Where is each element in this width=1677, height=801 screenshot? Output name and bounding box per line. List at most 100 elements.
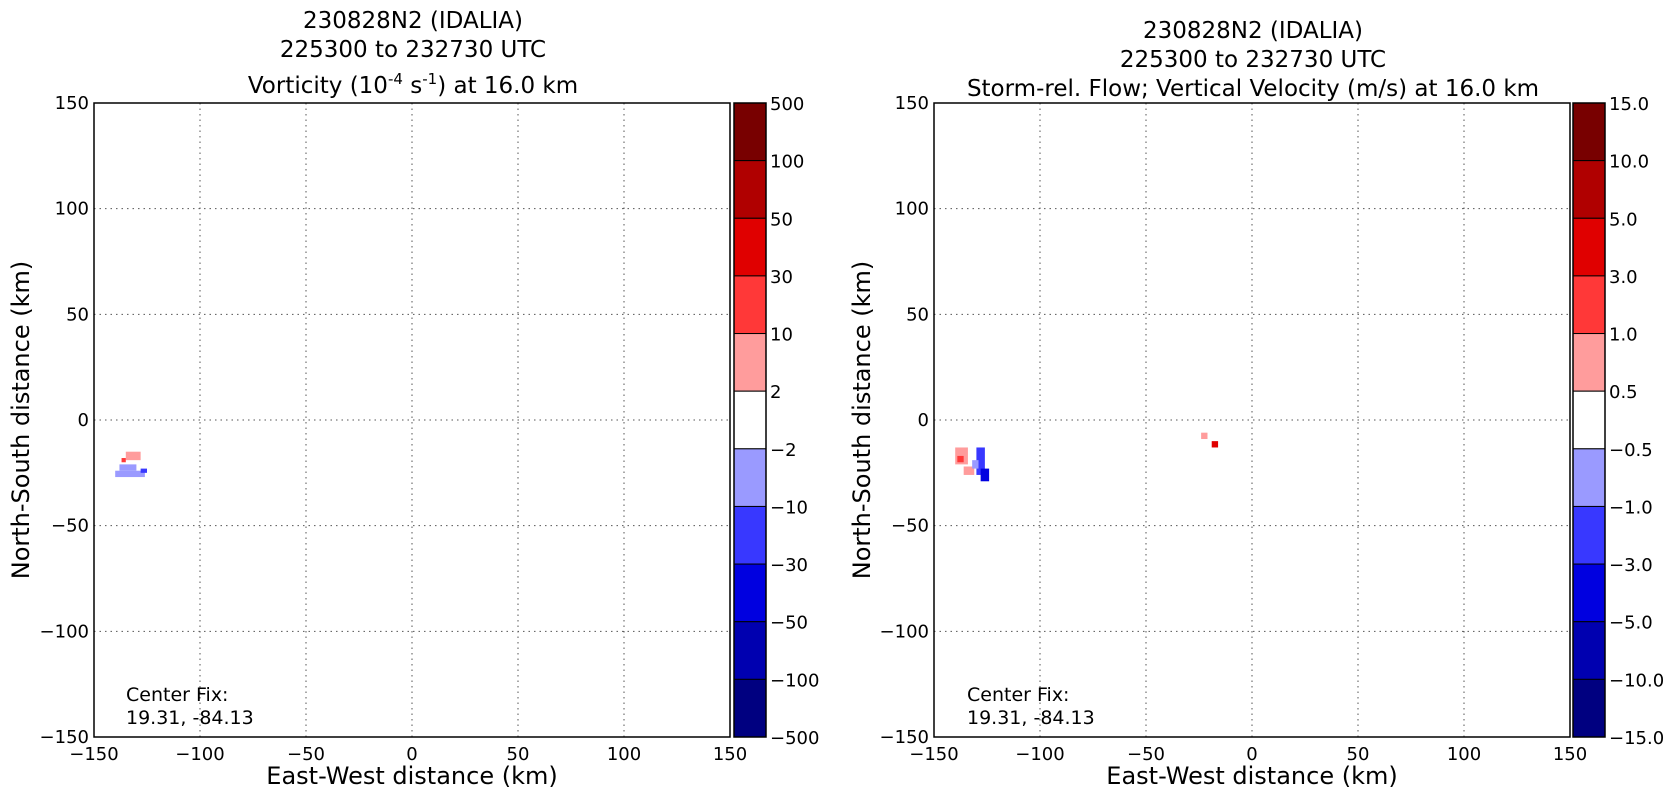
colorbar-tick-label: 15.0 [1609, 94, 1649, 115]
data-patch [1211, 441, 1219, 448]
colorbar-tick-label: 5.0 [1609, 209, 1638, 230]
colorbar-segment [1572, 275, 1606, 335]
y-tick-label: 0 [918, 410, 929, 431]
data-patch [1201, 432, 1208, 440]
x-tick-label: 0 [406, 744, 417, 765]
colorbar-segment [1572, 333, 1606, 392]
y-axis-label: North-South distance (km) [848, 261, 876, 580]
colorbar-frame [733, 102, 767, 738]
y-tick-label: 100 [895, 199, 929, 220]
y-tick-label: 150 [895, 93, 929, 114]
colorbar-segment [1572, 102, 1606, 162]
colorbar-tick-label: 30 [770, 267, 793, 288]
y-tick-label: −50 [51, 516, 89, 537]
data-patch [972, 460, 979, 469]
colorbar-segment [1572, 217, 1606, 277]
colorbar-segment [733, 160, 767, 219]
x-axis-label: East-West distance (km) [266, 762, 557, 790]
colorbar-tick-label: 1.0 [1609, 325, 1638, 346]
data-patch [121, 458, 126, 463]
panel1-title-line1: 230828N2 (IDALIA) [303, 8, 523, 34]
colorbar-segment [1572, 505, 1606, 565]
x-tick-label: −100 [1015, 744, 1064, 765]
colorbar-tick-label: −50 [770, 613, 808, 634]
colorbar-tick-label: 2 [770, 382, 781, 403]
data-patch [957, 455, 964, 463]
y-tick-labels: 150 100 50 0 −50 −100 −150 [880, 93, 929, 748]
colorbar-segment [1572, 448, 1606, 507]
data-patch [976, 447, 985, 475]
data-patch [119, 464, 137, 471]
y-tick-label: −100 [880, 621, 929, 642]
colorbar-segment [1572, 621, 1606, 680]
colorbar-tick-label: 500 [770, 94, 804, 115]
vorticity-plot-area [93, 102, 731, 738]
plot-frame [93, 102, 731, 738]
y-tick-label: −100 [40, 621, 89, 642]
colorbar-tick-label: −0.5 [1609, 440, 1653, 461]
data-patch [115, 470, 145, 478]
x-tick-label: 100 [1447, 744, 1481, 765]
x-tick-label: 150 [713, 744, 747, 765]
x-axis-label: East-West distance (km) [1106, 762, 1397, 790]
vorticity-panel: 230828N2 (IDALIA) 225300 to 232730 UTC V… [7, 8, 819, 790]
center-fix-value: 19.31, -84.13 [126, 707, 254, 729]
vertical-velocity-plot-area [933, 102, 1571, 738]
colorbar-tick-label: 100 [770, 152, 804, 173]
x-tick-label: 50 [1347, 744, 1370, 765]
y-axis-label: North-South distance (km) [7, 261, 35, 580]
center-fix-label: Center Fix: [967, 684, 1069, 706]
x-tick-labels: −150 −100 −50 0 50 100 150 [69, 744, 747, 765]
colorbar-segment [733, 448, 767, 507]
colorbar-tick-label: −100 [770, 670, 819, 691]
y-tick-label: −50 [891, 516, 929, 537]
x-tick-label: −150 [909, 744, 958, 765]
colorbar-segment [1572, 160, 1606, 219]
colorbar-segment [733, 390, 767, 450]
data-patch [963, 466, 975, 475]
panel1-title-line2: 225300 to 232730 UTC [280, 37, 546, 63]
gridlines [934, 103, 1570, 737]
colorbar-segment [733, 505, 767, 565]
colorbar-segment [1572, 678, 1606, 738]
x-tick-label: −100 [175, 744, 224, 765]
x-tick-label: −150 [69, 744, 118, 765]
vertical-velocity-colorbar: 15.0 10.0 5.0 3.0 1.0 0.5 −0.5 −1.0 −3.0 −5.0 −10.… [1572, 94, 1664, 749]
data-patch [140, 468, 147, 473]
colorbar-segment [733, 217, 767, 277]
colorbar-tick-label: 10.0 [1609, 152, 1649, 173]
y-tick-label: 50 [906, 304, 929, 325]
y-tick-label: −150 [40, 727, 89, 748]
colorbar-tick-label: 0.5 [1609, 382, 1638, 403]
x-tick-labels: −150 −100 −50 0 50 100 150 [909, 744, 1587, 765]
x-tick-label: −50 [1127, 744, 1165, 765]
colorbar-tick-label: −1.0 [1609, 497, 1653, 518]
y-tick-label: 150 [55, 93, 89, 114]
plot-frame [933, 102, 1571, 738]
colorbar-tick-label: −30 [770, 555, 808, 576]
colorbar-tick-label: 10 [770, 325, 793, 346]
data-patch [980, 468, 990, 482]
colorbar-segment [733, 563, 767, 623]
x-tick-label: 100 [607, 744, 641, 765]
y-tick-labels: 150 100 50 0 −50 −100 −150 [40, 93, 89, 748]
panel1-title-line3: Vorticity (10-4 s-1) at 16.0 km [248, 70, 578, 99]
panel2-title-line3: Storm-rel. Flow; Vertical Velocity (m/s)… [967, 76, 1539, 102]
colorbar-tick-label: −10.0 [1609, 670, 1664, 691]
colorbar-tick-label: 50 [770, 209, 793, 230]
colorbar-tick-label: −5.0 [1609, 613, 1653, 634]
colorbar-tick-label: −500 [770, 728, 819, 749]
panel2-title-line1: 230828N2 (IDALIA) [1143, 18, 1363, 44]
panel2-title-line2: 225300 to 232730 UTC [1120, 47, 1386, 73]
colorbar-tick-label: 3.0 [1609, 267, 1638, 288]
y-tick-label: −150 [880, 727, 929, 748]
colorbar-tick-label: −10 [770, 497, 808, 518]
colorbar-frame [1572, 102, 1606, 738]
vertical-velocity-panel: 230828N2 (IDALIA) 225300 to 232730 UTC S… [848, 18, 1664, 790]
colorbar-segment [733, 678, 767, 738]
vorticity-colorbar: 500 100 50 30 10 2 −2 −10 −30 −50 −100 −500 [733, 94, 819, 749]
center-fix-value: 19.31, -84.13 [967, 707, 1095, 729]
plot-background [94, 103, 730, 737]
plot-background [934, 103, 1570, 737]
x-tick-label: 0 [1246, 744, 1257, 765]
